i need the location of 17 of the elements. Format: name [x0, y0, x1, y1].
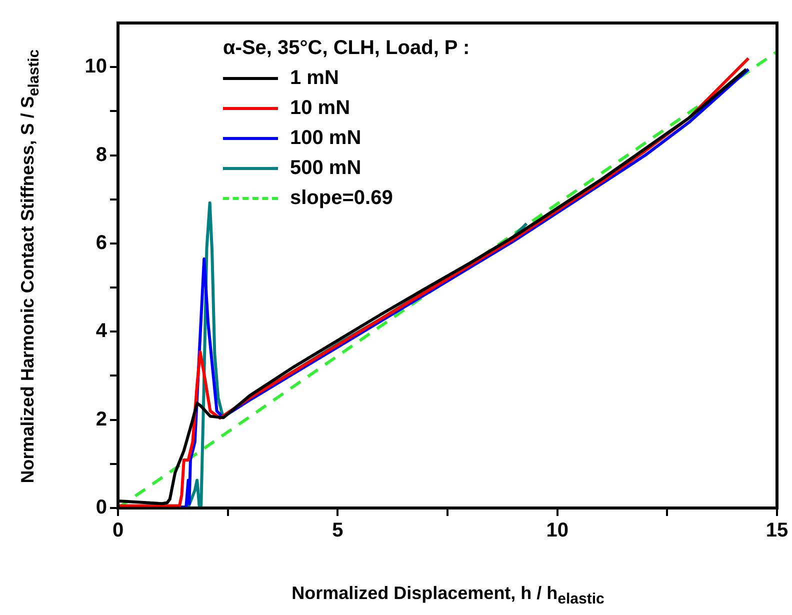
x-tick-label: 10 [546, 520, 568, 542]
legend-label: 10 mN [290, 96, 350, 121]
legend-label: 100 mN [290, 126, 362, 151]
y-tick-label: 10 [84, 56, 107, 78]
legend-label: 500 mN [290, 156, 362, 181]
y-tick-label: 0 [96, 496, 107, 519]
legend-label: 1 mN [290, 66, 339, 91]
x-axis-title: Normalized Displacement, h / h$_{elastic}$ [290, 583, 606, 608]
legend-label: slope=0.69 [290, 186, 393, 211]
legend-title: α-Se, 35°C, CLH, Load, P : [223, 36, 470, 61]
y-tick-label: 6 [96, 232, 107, 254]
y-tick-label: 2 [96, 408, 107, 430]
x-tick-label: 0 [112, 520, 124, 542]
y-tick-label: 8 [96, 144, 107, 166]
x-tick-label: 15 [766, 520, 788, 542]
x-tick-label: 5 [332, 520, 344, 542]
y-tick-label: 4 [96, 320, 108, 342]
